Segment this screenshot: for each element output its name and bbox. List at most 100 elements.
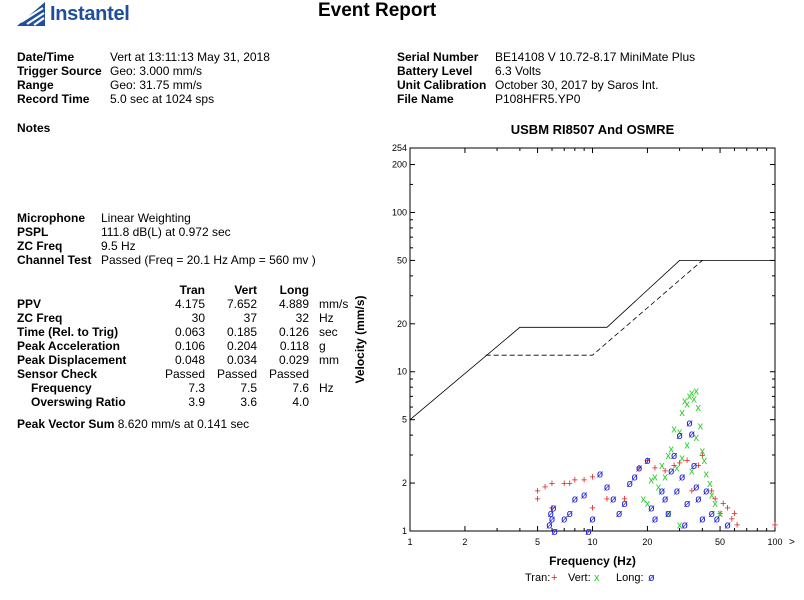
stats-unit: mm/s	[319, 297, 349, 311]
peak-vector-sum-label: Peak Vector Sum	[17, 417, 115, 431]
data-point: ø	[708, 508, 715, 520]
data-point: ø	[551, 526, 558, 538]
data-point: x	[700, 446, 706, 458]
stats-row: Peak Acceleration 0.106 0.204 0.118 g	[17, 339, 348, 353]
data-point: ø	[616, 508, 623, 520]
data-point: +	[676, 457, 682, 469]
stats-row: PPV 4.175 7.652 4.889 mm/s	[17, 297, 348, 311]
page-title: Event Report	[318, 0, 437, 21]
data-point: ø	[671, 450, 678, 462]
stats-corner-cell	[17, 283, 153, 297]
chart-title: USBM RI8507 And OSMRE	[511, 122, 675, 137]
stats-unit: sec	[319, 325, 338, 339]
x-axis-label: Frequency (Hz)	[549, 554, 636, 568]
brand-name: Instantel	[50, 2, 130, 25]
data-point: x	[703, 468, 709, 480]
data-point: +	[708, 485, 714, 497]
y-tick-label: 100	[392, 207, 407, 217]
limit-curve-solid	[409, 260, 775, 421]
data-point: x	[702, 455, 708, 467]
stats-row-label: Peak Displacement	[17, 353, 127, 367]
data-point: +	[671, 460, 677, 472]
y-tick-label: 2	[402, 478, 407, 488]
data-point: x	[677, 427, 683, 439]
info-label: Microphone	[17, 211, 85, 225]
data-point: +	[621, 493, 627, 505]
stats-unit	[309, 367, 348, 381]
info-row: Trigger Source Geo: 3.000 mm/s	[17, 64, 270, 78]
data-point: ø	[695, 493, 702, 505]
stats-value: 4.889	[278, 297, 309, 311]
data-point: ø	[546, 519, 553, 531]
info-label: ZC Freq	[17, 239, 63, 253]
data-point: ø	[571, 493, 578, 505]
stats-column-header: Long	[279, 283, 309, 297]
legend-label: Vert:	[568, 572, 591, 584]
stats-value: Passed	[268, 367, 309, 381]
instantel-logo-icon	[17, 2, 45, 26]
channel-stats-table: Tran Vert Long PPV 4.175 7.652 4.889 mm/s ZC Fre…	[17, 283, 348, 409]
info-row: Battery Level 6.3 Volts	[397, 64, 695, 78]
data-point: ø	[621, 498, 628, 510]
info-value: Geo: 31.75 mm/s	[110, 78, 203, 92]
data-point: x	[689, 388, 695, 400]
x-tick-label: 20	[642, 537, 652, 547]
info-value: P108HFR5.YP0	[495, 92, 581, 106]
stats-value: 0.029	[278, 353, 309, 367]
data-point: ø	[550, 503, 557, 515]
stats-unit-header	[309, 283, 348, 297]
data-point: x	[679, 407, 685, 419]
data-point: +	[717, 508, 723, 520]
data-point: x	[684, 399, 690, 411]
data-point: x	[717, 508, 723, 520]
data-point: +	[731, 508, 737, 520]
info-row: Range Geo: 31.75 mm/s	[17, 78, 270, 92]
data-point: ø	[699, 513, 706, 525]
data-point: +	[549, 503, 555, 515]
info-label: File Name	[397, 92, 454, 106]
stats-value: 4.0	[292, 395, 309, 409]
legend-label: Long:	[616, 572, 644, 584]
y-tick-label: 1	[402, 526, 407, 536]
stats-unit: mm	[319, 353, 339, 367]
limit-curve-dashed	[485, 260, 703, 356]
data-point: +	[724, 503, 730, 515]
stats-value: Passed	[164, 367, 205, 381]
data-point: x	[662, 471, 668, 483]
data-point: ø	[581, 489, 588, 501]
x-tick-label: 1	[407, 537, 412, 547]
stats-row: Overswing Ratio 3.9 3.6 4.0	[17, 395, 348, 409]
data-point: ø	[713, 513, 720, 525]
stats-value: 30	[191, 311, 205, 325]
x-tick-label: 10	[587, 537, 597, 547]
stats-row-label: Peak Acceleration	[17, 339, 120, 353]
peak-vector-sum-value: 8.620 mm/s at 0.141 sec	[117, 417, 250, 431]
data-point: +	[534, 485, 540, 497]
data-point: x	[698, 420, 704, 432]
data-point: +	[589, 503, 595, 515]
info-label: Battery Level	[397, 64, 473, 78]
stats-column-header: Vert	[234, 283, 257, 297]
y-axis-label: Velocity (mm/s)	[353, 295, 367, 383]
data-point: ø	[688, 428, 695, 440]
data-point: x	[707, 478, 713, 490]
info-row: Unit Calibration October 30, 2017 by Saro…	[397, 78, 695, 92]
data-point: ø	[679, 471, 686, 483]
stats-value: 7.652	[226, 297, 257, 311]
data-point: +	[566, 478, 572, 490]
data-point: ø	[644, 455, 651, 467]
stats-unit	[309, 395, 348, 409]
stats-row-label: PPV	[17, 297, 42, 311]
info-row: Channel Test Passed (Freq = 20.1 Hz Amp =…	[17, 253, 316, 267]
data-point: +	[549, 478, 555, 490]
info-row: Serial Number BE14108 V 10.72-8.17 MiniMa…	[397, 50, 695, 64]
info-row: PSPL 111.8 dB(L) at 0.972 sec	[17, 225, 316, 239]
data-point: ø	[549, 513, 556, 525]
data-point: x	[668, 443, 674, 455]
data-point: ø	[566, 508, 573, 520]
stats-row-label: Frequency	[31, 381, 92, 395]
stats-value: 0.048	[174, 353, 205, 367]
info-value: 5.0 sec at 1024 sps	[110, 92, 215, 106]
legend-marker: x	[594, 572, 600, 584]
data-point: ø	[610, 493, 617, 505]
